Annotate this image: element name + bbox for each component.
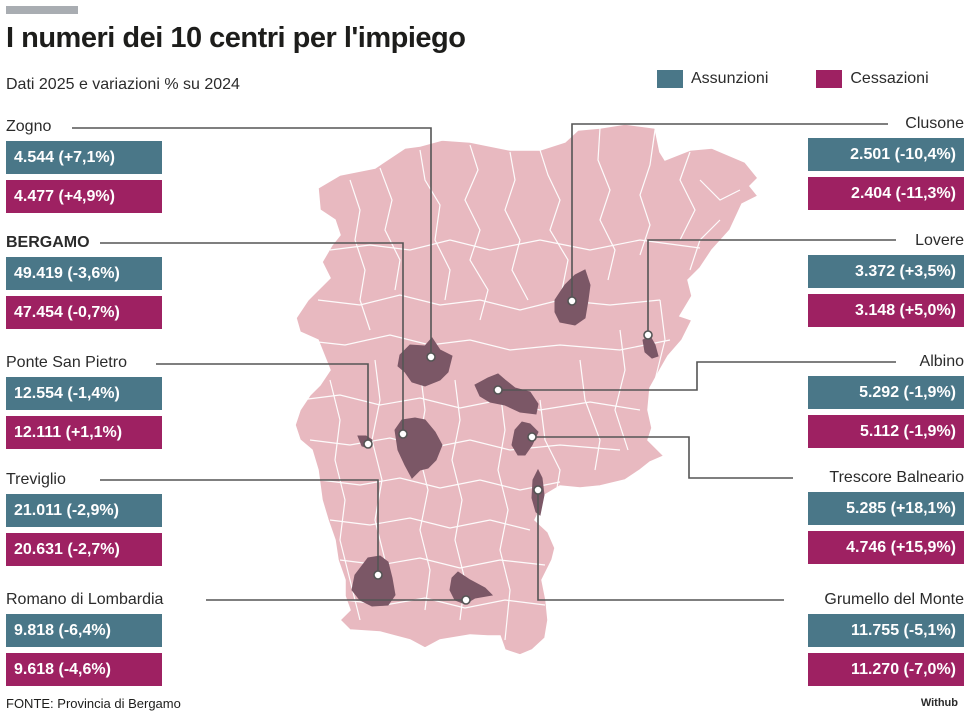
marker-bergamo-icon [398,429,408,439]
area-albino [474,373,539,415]
assunzioni-value: 3.372 (+3,5%) [808,255,964,288]
center-name: BERGAMO [6,234,90,251]
page-title: I numeri dei 10 centri per l'impiego [6,22,466,54]
source-note: FONTE: Provincia di Bergamo [6,696,181,711]
center-name: Clusone [905,115,964,132]
center-name: Romano di Lombardia [6,591,164,608]
center-lovere: Lovere 3.372 (+3,5%) 3.148 (+5,0%) [808,231,964,327]
marker-lovere-icon [643,330,653,340]
cessazioni-value: 9.618 (-4,6%) [6,653,162,686]
center-name: Ponte San Pietro [6,354,127,371]
center-name: Grumello del Monte [824,591,964,608]
assunzioni-value: 9.818 (-6,4%) [6,614,162,647]
marker-romano-icon [461,595,471,605]
cessazioni-value: 2.404 (-11,3%) [808,177,964,210]
highlighted-areas [351,269,659,607]
area-zogno [397,337,453,387]
cessazioni-value: 4.477 (+4,9%) [6,180,162,213]
assunzioni-value: 12.554 (-1,4%) [6,377,162,410]
center-name: Albino [919,353,964,370]
marker-zogno-icon [426,352,436,362]
marker-trescore-icon [527,432,537,442]
assunzioni-swatch-icon [657,70,683,88]
center-name: Treviglio [6,471,66,488]
center-clusone: Clusone 2.501 (-10,4%) 2.404 (-11,3%) [808,114,964,210]
assunzioni-value: 2.501 (-10,4%) [808,138,964,171]
center-bergamo: BERGAMO 49.419 (-3,6%) 47.454 (-0,7%) [6,233,162,329]
center-romano-di-lombardia: Romano di Lombardia 9.818 (-6,4%) 9.618 … [6,590,164,686]
leader-lines [72,123,896,601]
center-name: Zogno [6,118,52,135]
center-trescore-balneario: Trescore Balneario 5.285 (+18,1%) 4.746 … [808,468,964,564]
assunzioni-value: 4.544 (+7,1%) [6,141,162,174]
cessazioni-value: 3.148 (+5,0%) [808,294,964,327]
legend-label: Assunzioni [691,70,769,87]
cessazioni-swatch-icon [816,70,843,88]
marker-grumello-icon [533,485,543,495]
center-treviglio: Treviglio 21.011 (-2,9%) 20.631 (-2,7%) [6,470,162,566]
cessazioni-value: 5.112 (-1,9%) [808,415,964,448]
cessazioni-value: 20.631 (-2,7%) [6,533,162,566]
center-markers [363,296,653,605]
marker-clusone-icon [567,296,577,306]
legend-item-cessazioni: Cessazioni [816,70,929,88]
page-subtitle: Dati 2025 e variazioni % su 2024 [6,76,240,93]
marker-albino-icon [493,385,503,395]
assunzioni-value: 21.011 (-2,9%) [6,494,162,527]
marker-treviglio-icon [373,570,383,580]
center-albino: Albino 5.292 (-1,9%) 5.112 (-1,9%) [808,352,964,448]
assunzioni-value: 5.285 (+18,1%) [808,492,964,525]
center-ponte-san-pietro: Ponte San Pietro 12.554 (-1,4%) 12.111 (… [6,353,162,449]
center-name: Trescore Balneario [829,469,964,486]
center-grumello-del-monte: Grumello del Monte 11.755 (-5,1%) 11.270… [808,590,964,686]
center-zogno: Zogno 4.544 (+7,1%) 4.477 (+4,9%) [6,117,162,213]
assunzioni-value: 11.755 (-5,1%) [808,614,964,647]
marker-ponte-san-pietro-icon [363,439,373,449]
legend: Assunzioni Cessazioni [657,70,929,88]
cessazioni-value: 4.746 (+15,9%) [808,531,964,564]
header-accent-bar [6,6,78,14]
cessazioni-value: 47.454 (-0,7%) [6,296,162,329]
cessazioni-value: 12.111 (+1,1%) [6,416,162,449]
legend-label: Cessazioni [850,70,929,87]
cessazioni-value: 11.270 (-7,0%) [808,653,964,686]
area-treviglio [351,555,396,607]
center-name: Lovere [915,232,964,249]
assunzioni-value: 5.292 (-1,9%) [808,376,964,409]
area-trescore [511,421,539,456]
area-romano [449,571,494,605]
credit-note: Withub [920,697,958,709]
legend-item-assunzioni: Assunzioni [657,70,768,88]
assunzioni-value: 49.419 (-3,6%) [6,257,162,290]
